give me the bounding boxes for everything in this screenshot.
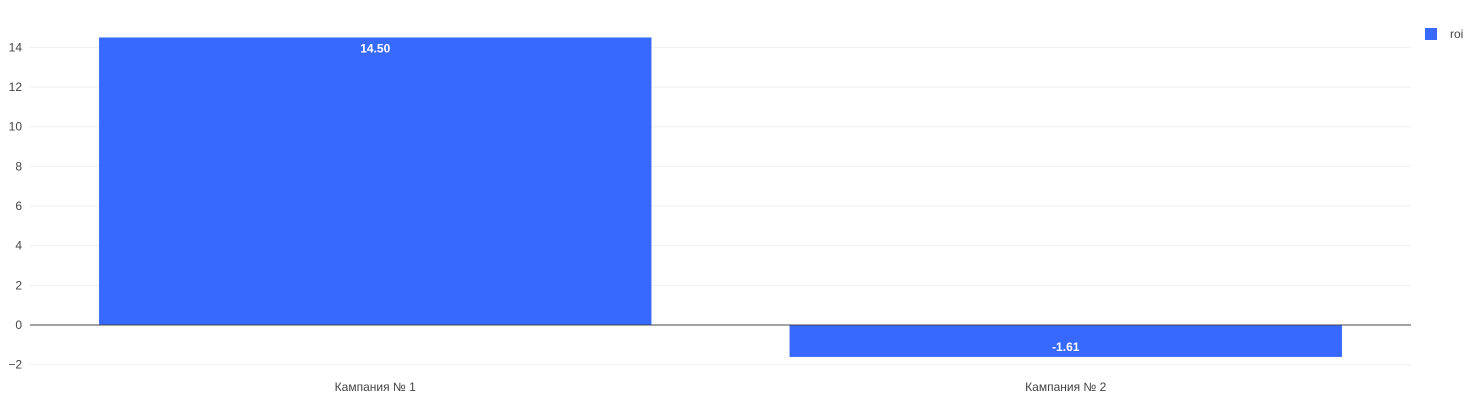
bars xyxy=(99,37,1342,357)
y-axis-ticks: −2 0 2 4 6 8 10 12 14 xyxy=(8,40,22,371)
x-tick-label: Кампания № 1 xyxy=(335,380,416,394)
y-tick-label: 8 xyxy=(15,159,22,173)
bar-data-label: -1.61 xyxy=(1052,340,1080,354)
y-tick-label: 6 xyxy=(15,199,22,213)
x-axis-ticks: Кампания № 1 Кампания № 2 xyxy=(335,380,1107,394)
legend-swatch-roi[interactable] xyxy=(1425,28,1437,40)
y-tick-label: −2 xyxy=(8,358,22,372)
y-tick-label: 10 xyxy=(9,120,23,134)
legend-label-roi[interactable]: roi xyxy=(1450,27,1463,41)
bar[interactable] xyxy=(99,37,652,326)
bar[interactable] xyxy=(789,325,1342,357)
y-tick-label: 12 xyxy=(9,80,23,94)
y-tick-label: 14 xyxy=(9,40,23,54)
y-tick-label: 2 xyxy=(15,278,22,292)
bar-data-label: 14.50 xyxy=(360,41,390,55)
y-tick-label: 0 xyxy=(15,318,22,332)
legend[interactable]: roi xyxy=(1425,27,1463,41)
bar-data-labels: 14.50 -1.61 xyxy=(360,41,1080,353)
x-tick-label: Кампания № 2 xyxy=(1025,380,1106,394)
y-tick-label: 4 xyxy=(15,239,22,253)
